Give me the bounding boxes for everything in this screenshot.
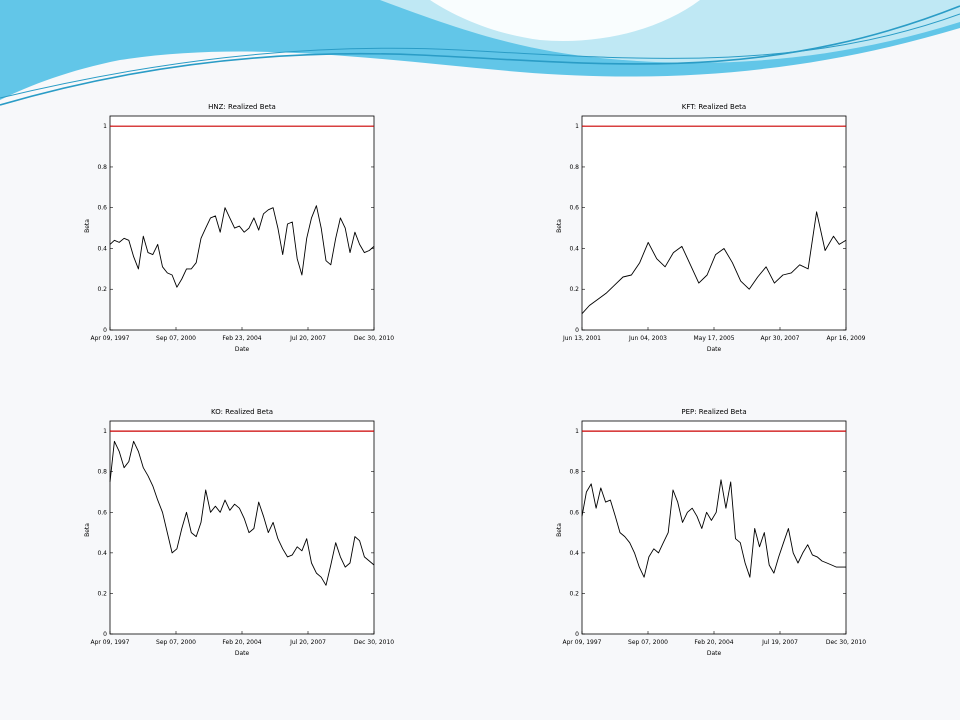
x-tick-label: Jun 04, 2003 (628, 335, 667, 342)
wave-highlight (430, 0, 700, 41)
beta-series-line (109, 205, 375, 288)
y-tick-label: 1 (103, 123, 107, 130)
chart-title: KFT: Realized Beta (682, 103, 746, 111)
beta-series-line (581, 479, 846, 578)
x-axis-label: Date (707, 346, 722, 353)
x-tick-label: Apr 09, 1997 (90, 335, 129, 342)
x-tick-label: Dec 30, 2010 (354, 639, 394, 646)
y-tick-label: 0.8 (569, 469, 579, 476)
y-tick-label: 0 (103, 631, 107, 638)
x-tick-label: Feb 23, 2004 (222, 335, 261, 342)
plot-area (109, 115, 375, 331)
x-tick-label: Sep 07, 2000 (628, 639, 668, 646)
plot-area (581, 420, 847, 635)
x-tick-label: Sep 07, 2000 (156, 639, 196, 646)
y-tick-label: 0 (575, 327, 579, 334)
y-tick-label: 0.2 (97, 286, 107, 293)
x-tick-label: Apr 09, 1997 (562, 639, 601, 646)
x-tick-label: Apr 16, 2009 (826, 335, 865, 342)
chart-title: KO: Realized Beta (211, 408, 273, 416)
y-axis-label: Beta (84, 219, 91, 233)
y-tick-label: 1 (575, 123, 579, 130)
y-tick-label: 0.4 (97, 245, 107, 252)
y-tick-label: 0.6 (97, 509, 107, 516)
x-tick-label: Apr 30, 2007 (760, 335, 799, 342)
x-tick-label: Jul 19, 2007 (761, 639, 798, 646)
y-tick-label: 0.8 (97, 469, 107, 476)
x-tick-label: Jul 20, 2007 (289, 639, 326, 646)
y-tick-label: 0.6 (569, 509, 579, 516)
y-tick-label: 0.2 (569, 590, 579, 597)
y-tick-label: 1 (575, 428, 579, 435)
y-tick-label: 0.4 (569, 245, 579, 252)
y-axis-label: Beta (556, 219, 563, 233)
wave-line-2 (0, 13, 960, 99)
x-tick-label: Dec 30, 2010 (354, 335, 394, 342)
pep-beta-chart: PEP: Realized Beta Date Beta 0 0.2 0.4 0.6 0… (556, 408, 866, 657)
x-tick-label: Dec 30, 2010 (826, 639, 866, 646)
x-axis-label: Date (235, 650, 250, 657)
y-tick-label: 0.8 (569, 164, 579, 171)
x-tick-label: Jun 13, 2001 (562, 335, 601, 342)
y-tick-label: 0.6 (97, 205, 107, 212)
x-tick-label: Feb 20, 2004 (222, 639, 261, 646)
y-tick-label: 1 (103, 428, 107, 435)
y-tick-label: 0.2 (569, 286, 579, 293)
y-tick-label: 0 (103, 327, 107, 334)
beta-series-line (581, 211, 847, 315)
x-tick-label: Sep 07, 2000 (156, 335, 196, 342)
beta-series-line (109, 440, 375, 586)
y-tick-label: 0.4 (569, 550, 579, 557)
y-axis-label: Beta (556, 523, 563, 537)
y-tick-label: 0.6 (569, 205, 579, 212)
header-wave-banner (0, 0, 960, 106)
x-axis-label: Date (235, 346, 250, 353)
kft-beta-chart: KFT: Realized Beta Date Beta 0 0.2 0.4 0.6 0… (556, 103, 866, 353)
y-tick-label: 0.8 (97, 164, 107, 171)
chart-title: HNZ: Realized Beta (208, 103, 276, 111)
hnz-beta-chart: HNZ: Realized Beta Date Beta 0 0.2 0.4 0.6 0… (84, 103, 394, 353)
x-tick-label: May 17, 2005 (693, 335, 734, 342)
y-tick-label: 0.4 (97, 550, 107, 557)
chart-title: PEP: Realized Beta (681, 408, 746, 416)
x-axis-label: Date (707, 650, 722, 657)
y-tick-label: 0 (575, 631, 579, 638)
plot-area (581, 115, 847, 331)
ko-beta-chart: KO: Realized Beta Date Beta 0 0.2 0.4 0.6 0.… (84, 408, 394, 657)
y-tick-label: 0.2 (97, 590, 107, 597)
x-tick-label: Jul 20, 2007 (289, 335, 326, 342)
y-axis-label: Beta (84, 523, 91, 537)
plot-area (109, 420, 375, 635)
x-tick-label: Feb 20, 2004 (694, 639, 733, 646)
x-tick-label: Apr 09, 1997 (90, 639, 129, 646)
